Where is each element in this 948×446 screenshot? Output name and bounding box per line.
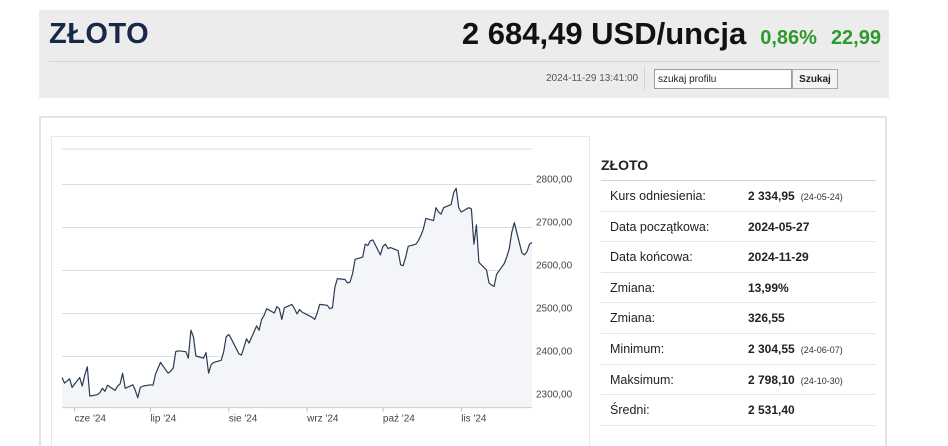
info-label: Zmiana: (610, 311, 656, 326)
price-chart-svg: 2300,00 2400,00 2500,00 2600,00 2700,00 2800,… (61, 148, 573, 425)
info-value: 2024-05-27 (748, 220, 809, 234)
search-profile-input[interactable] (654, 69, 792, 89)
instrument-title: ZŁOTO (49, 18, 150, 50)
info-label: Kurs odniesienia: (610, 189, 706, 203)
info-value-text: 2024-05-27 (748, 219, 810, 234)
search-button[interactable]: Szukaj (792, 69, 838, 89)
info-value: 2 334,95 (24-05-24) (748, 189, 843, 203)
info-table: Kurs odniesienia: 2 334,95 (24-05-24) Data … (601, 181, 876, 426)
change-percent: 0,86% (760, 27, 817, 49)
info-row: Data końcowa: 2024-11-29 (601, 242, 876, 273)
info-label: Zmiana: (610, 280, 656, 295)
info-row: Maksimum: 2 798,10 (24-10-30) (601, 365, 876, 396)
x-tick-label: sie '24 (229, 414, 258, 425)
info-value-text: 2 798,10 (748, 372, 795, 387)
header-divider (49, 61, 881, 62)
info-date: (24-06-07) (800, 344, 843, 355)
info-value: 2 798,10 (24-10-30) (748, 373, 843, 387)
price-area-fill (62, 188, 532, 408)
info-title-divider (601, 180, 876, 181)
x-tick-label: paź '24 (383, 414, 415, 425)
change-absolute: 22,99 (830, 27, 881, 49)
info-row: Minimum: 2 304,55 (24-06-07) (601, 334, 876, 365)
info-label: Minimum: (610, 341, 665, 356)
quote-header: ZŁOTO 2 684,49 USD/uncja 0,86% 22,99 (39, 10, 889, 98)
info-title: ZŁOTO (601, 157, 649, 173)
info-value: 13,99% (748, 281, 789, 295)
x-tick-label: wrz '24 (306, 414, 339, 425)
y-tick-label: 2500,00 (536, 304, 573, 315)
current-price: 2 684,49 USD/uncja (461, 16, 747, 51)
info-value: 326,55 (748, 311, 785, 325)
y-tick-label: 2800,00 (536, 175, 573, 186)
info-value: 2 531,40 (748, 403, 795, 417)
info-label: Data końcowa: (610, 250, 693, 265)
info-date: (24-10-30) (800, 375, 843, 386)
info-row: Zmiana: 326,55 (601, 303, 876, 334)
info-value-text: 13,99% (748, 280, 789, 295)
info-date: (24-05-24) (800, 192, 843, 202)
x-tick-label: lip '24 (150, 414, 176, 425)
price-line (61, 187, 533, 399)
info-value-text: 2 334,95 (748, 189, 795, 203)
info-value-text: 2024-11-29 (748, 250, 809, 265)
toolbar-divider (644, 66, 645, 90)
info-row: Zmiana: 13,99% (601, 273, 876, 304)
info-value: 2 304,55 (24-06-07) (748, 342, 843, 356)
y-tick-label: 2400,00 (536, 347, 573, 358)
info-value-text: 2 304,55 (748, 341, 795, 356)
info-label: Data początkowa: (610, 219, 710, 234)
info-label: Maksimum: (610, 372, 674, 387)
y-tick-label: 2700,00 (536, 218, 573, 229)
price-block: 2 684,49 USD/uncja 0,86% 22,99 (462, 16, 881, 52)
quote-timestamp: 2024-11-29 13:41:00 (546, 73, 639, 84)
x-tick-label: lis '24 (461, 414, 487, 425)
x-tick-label: cze '24 (75, 414, 107, 425)
info-value: 2024-11-29 (748, 250, 809, 264)
info-row: Kurs odniesienia: 2 334,95 (24-05-24) (601, 181, 876, 212)
info-value-text: 2 531,40 (748, 403, 795, 418)
info-value-text: 326,55 (748, 311, 785, 326)
info-label: Średni: (610, 403, 650, 418)
info-row: Średni: 2 531,40 (601, 395, 876, 426)
price-chart: 2300,00 2400,00 2500,00 2600,00 2700,00 2800,… (51, 136, 590, 446)
y-tick-label: 2600,00 (536, 261, 573, 272)
y-tick-label: 2300,00 (536, 390, 573, 401)
info-row: Data początkowa: 2024-05-27 (601, 212, 876, 243)
